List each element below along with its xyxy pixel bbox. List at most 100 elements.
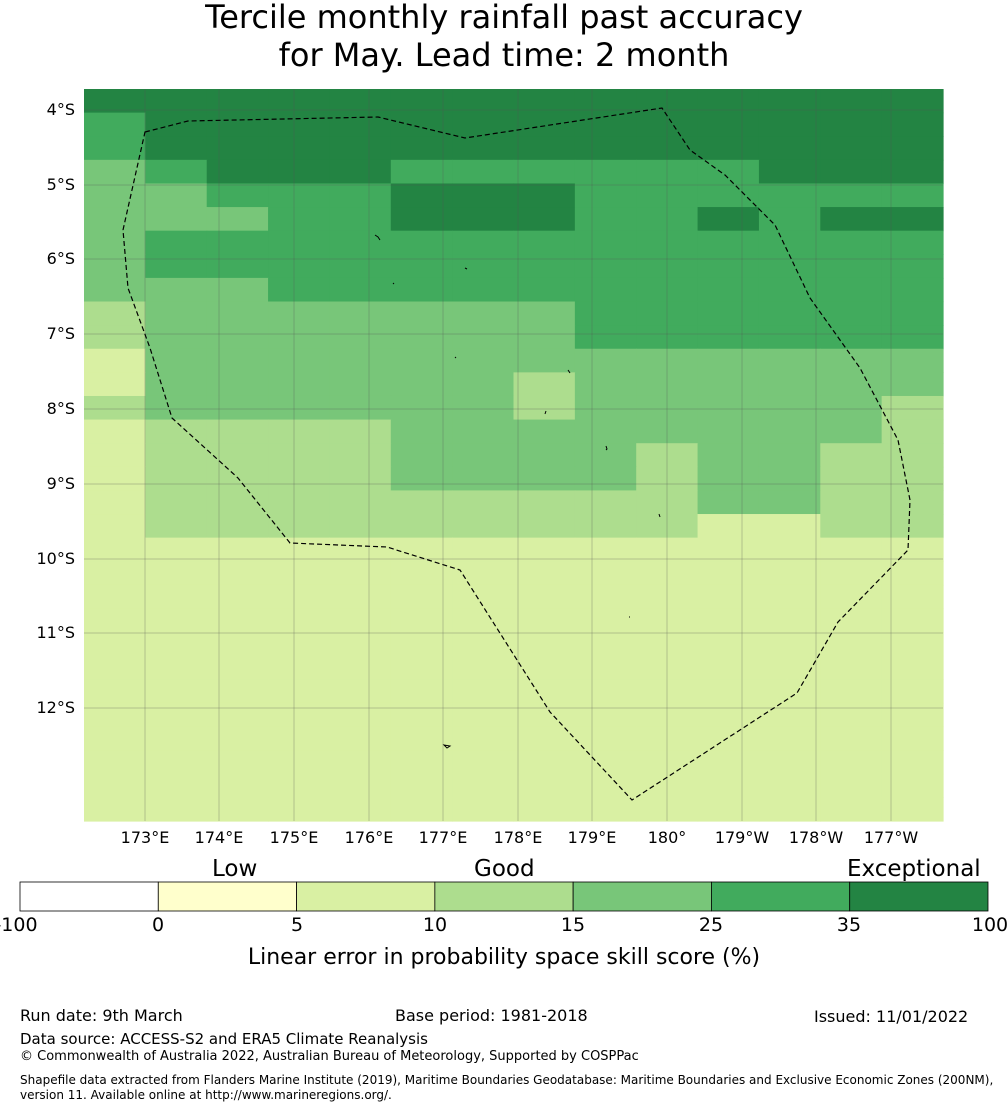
lon-label: 179°W (714, 828, 770, 847)
lon-label: 179°E (567, 828, 617, 847)
grid-cell (452, 490, 515, 515)
grid-cell (452, 561, 515, 586)
island (567, 369, 571, 374)
grid-cell (268, 726, 331, 751)
colorbar-label: Linear error in probability space skill … (247, 945, 761, 970)
colorbar-tick: 5 (290, 914, 304, 936)
grid-cell (452, 797, 515, 822)
grid-cell (881, 514, 944, 539)
grid-cell (390, 797, 453, 822)
grid-cell (697, 159, 760, 185)
grid-cell (697, 490, 760, 515)
lon-label: 177°E (418, 828, 468, 847)
category-low: Low (212, 856, 258, 882)
grid-cell (390, 254, 453, 279)
grid-cell (758, 183, 821, 208)
grid-cell (881, 348, 944, 373)
grid-cell (452, 773, 515, 798)
colorbar-segment (711, 881, 851, 912)
grid-cell (329, 537, 392, 562)
grid-cell (84, 277, 146, 303)
grid-cell (329, 136, 392, 161)
grid-cell (268, 632, 331, 657)
grid-cell (574, 514, 637, 539)
lat-label: 9°S (46, 474, 75, 493)
grid-cell (268, 112, 331, 137)
grid-cell (881, 490, 944, 515)
colorbar-segment (849, 881, 989, 912)
grid-cell (513, 608, 576, 633)
grid-cell (206, 136, 269, 161)
grid-cell (697, 726, 760, 751)
grid-cell (268, 584, 331, 610)
grid-cell (84, 726, 146, 751)
grid-cell (452, 443, 515, 468)
grid-cell (390, 679, 453, 704)
lat-label: 7°S (46, 324, 75, 343)
grid-cell (758, 773, 821, 798)
grid-cell (84, 466, 146, 492)
grid-cell (574, 702, 637, 728)
grid-cell (329, 207, 392, 232)
grid-cell (697, 773, 760, 798)
grid-cell (452, 136, 515, 161)
grid-cell (145, 655, 208, 680)
grid-cell (268, 207, 331, 232)
grid-cell (329, 254, 392, 279)
grid-cell (758, 372, 821, 397)
grid-cell (574, 183, 637, 208)
grid-cell (881, 230, 944, 255)
grid-cell (697, 207, 760, 232)
grid-cell (206, 537, 269, 562)
grid-cell (84, 608, 146, 633)
lon-label: 178°E (493, 828, 543, 847)
grid-cell (329, 632, 392, 657)
lon-label: 178°W (788, 828, 844, 847)
grid-cell (881, 466, 944, 492)
grid-cell (452, 679, 515, 704)
grid-cell (513, 89, 576, 114)
grid-cell (513, 584, 576, 610)
grid-cell (881, 325, 944, 350)
grid-cell (268, 301, 331, 326)
lat-label: 4°S (46, 100, 75, 119)
grid-cell (206, 159, 269, 185)
grid-cell (881, 207, 944, 232)
grid-cell (820, 372, 883, 397)
grid-cell (84, 348, 146, 373)
grid-cell (574, 277, 637, 303)
grid-cell (881, 277, 944, 303)
grid-cell (145, 773, 208, 798)
grid-cell (268, 159, 331, 185)
lat-label: 12°S (36, 698, 75, 717)
grid-cell (574, 584, 637, 610)
grid-cell (145, 325, 208, 350)
grid-cell (329, 773, 392, 798)
grid-cell (513, 372, 576, 397)
grid-cell (881, 89, 944, 114)
grid-cell (881, 159, 944, 185)
lat-label: 8°S (46, 399, 75, 418)
grid-cell (268, 490, 331, 515)
grid-cell (758, 230, 821, 255)
shapefile-credit-line2: version 11. Available online at http://w… (20, 1088, 392, 1102)
grid-cell (758, 89, 821, 114)
grid-cell (574, 537, 637, 562)
grid-cell (697, 561, 760, 586)
grid-cell (206, 679, 269, 704)
grid-cell (758, 679, 821, 704)
grid-cell (145, 159, 208, 185)
grid-cell (390, 395, 453, 421)
grid-cell (574, 490, 637, 515)
grid-cell (390, 655, 453, 680)
grid-cell (820, 773, 883, 798)
base-period: Base period: 1981-2018 (395, 1006, 588, 1025)
grid-cell (881, 419, 944, 444)
grid-cell (390, 726, 453, 751)
grid-cell (697, 443, 760, 468)
grid-cell (574, 207, 637, 232)
grid-cell (513, 514, 576, 539)
chart-title-line2: for May. Lead time: 2 month (278, 36, 730, 74)
grid-cell (206, 773, 269, 798)
grid-cell (452, 537, 515, 562)
